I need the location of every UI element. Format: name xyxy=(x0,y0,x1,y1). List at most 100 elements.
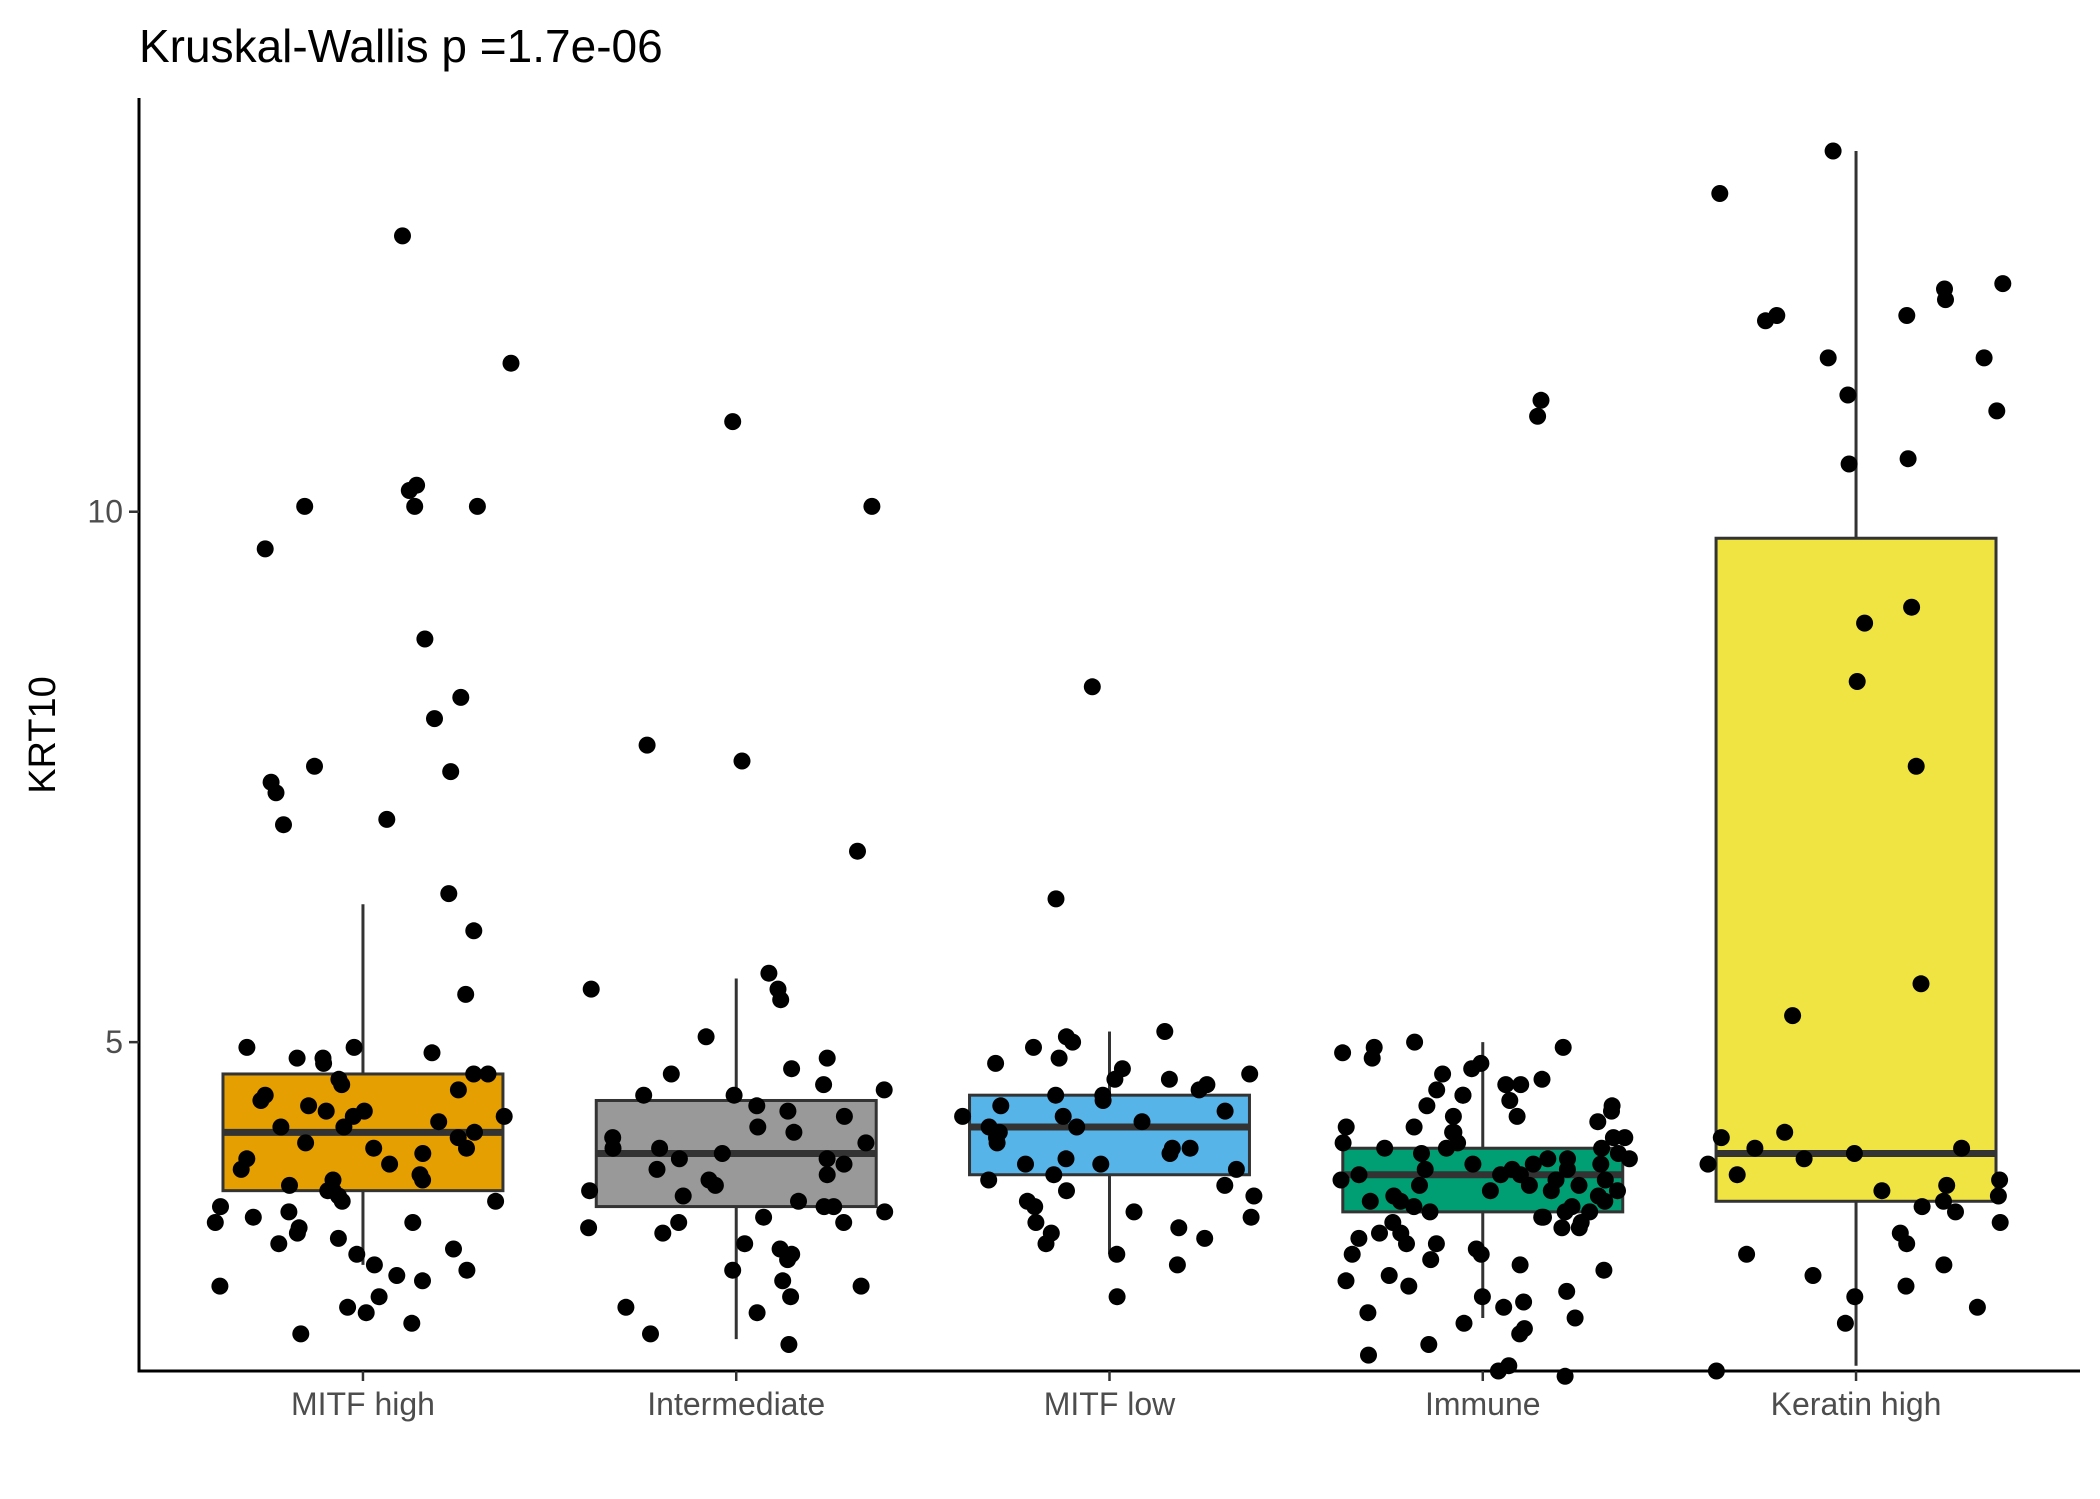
data-point xyxy=(211,1277,229,1295)
data-point xyxy=(468,497,486,515)
data-point xyxy=(1699,1155,1717,1173)
data-point xyxy=(1589,1113,1607,1131)
data-point xyxy=(779,1251,797,1269)
data-point xyxy=(1535,1208,1552,1226)
data-point xyxy=(297,1134,315,1152)
data-point xyxy=(300,1097,318,1115)
data-point xyxy=(394,227,411,245)
data-point xyxy=(442,763,460,781)
data-point xyxy=(818,1166,836,1184)
data-point xyxy=(1899,450,1917,468)
data-point xyxy=(1757,312,1774,330)
data-point xyxy=(414,1145,432,1162)
data-point xyxy=(212,1198,229,1216)
data-point xyxy=(1413,1145,1430,1162)
data-point xyxy=(1422,1251,1440,1269)
data-point xyxy=(1481,1182,1499,1200)
data-point xyxy=(638,736,656,754)
data-point xyxy=(365,1256,383,1274)
data-point xyxy=(954,1107,972,1125)
data-point xyxy=(651,1139,669,1157)
data-point xyxy=(1332,1171,1350,1189)
data-point xyxy=(315,1054,333,1072)
data-point xyxy=(1054,1107,1072,1125)
data-point xyxy=(1058,1182,1075,1200)
data-point xyxy=(1108,1288,1126,1306)
data-point xyxy=(1953,1139,1971,1157)
data-point xyxy=(1898,307,1916,324)
data-point xyxy=(1427,1235,1445,1253)
data-point xyxy=(256,540,274,558)
data-point xyxy=(863,497,881,515)
data-point xyxy=(1712,1129,1730,1147)
data-point xyxy=(1566,1309,1584,1327)
data-point xyxy=(1108,1245,1126,1263)
data-point xyxy=(654,1224,672,1242)
data-point xyxy=(1784,1007,1802,1025)
data-point xyxy=(1463,1060,1481,1078)
data-point xyxy=(329,1229,347,1247)
data-point xyxy=(1511,1256,1529,1274)
x-tick-label: MITF low xyxy=(1044,1386,1176,1422)
box-group-immune xyxy=(1332,391,1638,1385)
data-point xyxy=(1017,1155,1034,1173)
x-tick-label: Intermediate xyxy=(647,1386,825,1422)
data-point xyxy=(772,991,790,1009)
data-point xyxy=(333,1192,351,1210)
data-point xyxy=(1620,1150,1638,1168)
data-point xyxy=(1596,1192,1614,1210)
data-point xyxy=(755,1208,773,1226)
data-point xyxy=(1539,1150,1557,1168)
data-point xyxy=(267,784,285,802)
data-point xyxy=(1170,1219,1188,1237)
data-point xyxy=(1392,1192,1409,1210)
data-point xyxy=(1738,1245,1756,1263)
data-point xyxy=(1495,1298,1513,1316)
data-point xyxy=(1245,1187,1263,1205)
data-point xyxy=(1156,1023,1174,1040)
data-point xyxy=(815,1076,833,1094)
data-point xyxy=(416,630,434,648)
data-point xyxy=(1371,1224,1388,1242)
data-point xyxy=(875,1081,893,1099)
data-point xyxy=(635,1086,653,1104)
data-point xyxy=(1227,1160,1245,1178)
data-point xyxy=(780,1336,798,1353)
data-point xyxy=(760,964,778,982)
data-point xyxy=(1603,1102,1620,1120)
data-point xyxy=(495,1107,513,1125)
data-point xyxy=(403,1314,421,1332)
data-point xyxy=(783,1060,801,1078)
data-point xyxy=(1515,1293,1533,1311)
data-point xyxy=(724,1261,742,1279)
data-point xyxy=(414,1272,431,1290)
data-point xyxy=(281,1176,298,1194)
data-point xyxy=(1083,678,1101,696)
data-point xyxy=(1421,1203,1439,1221)
data-point xyxy=(1428,1081,1446,1099)
data-point xyxy=(1434,1065,1452,1083)
data-point xyxy=(1819,349,1837,367)
data-point xyxy=(1839,386,1857,404)
chart-title: Kruskal-Wallis p =1.7e-06 xyxy=(139,20,663,72)
data-point xyxy=(835,1214,853,1231)
data-point xyxy=(458,1261,476,1279)
data-point xyxy=(1411,1176,1428,1194)
data-point xyxy=(1360,1346,1377,1364)
box-mitf-low xyxy=(968,1093,1251,1177)
data-point xyxy=(1570,1219,1588,1237)
data-point xyxy=(1057,1150,1075,1168)
data-point xyxy=(1363,1049,1381,1067)
data-point xyxy=(1836,1314,1854,1332)
data-point xyxy=(452,688,470,706)
data-point xyxy=(1609,1182,1626,1200)
data-point xyxy=(317,1102,335,1120)
data-point xyxy=(992,1097,1010,1115)
data-point xyxy=(408,476,426,494)
data-point xyxy=(270,1235,288,1253)
data-point xyxy=(1161,1145,1179,1162)
data-point xyxy=(980,1171,998,1189)
data-point xyxy=(1190,1081,1208,1099)
data-point xyxy=(1437,1139,1455,1157)
data-point xyxy=(733,752,751,770)
